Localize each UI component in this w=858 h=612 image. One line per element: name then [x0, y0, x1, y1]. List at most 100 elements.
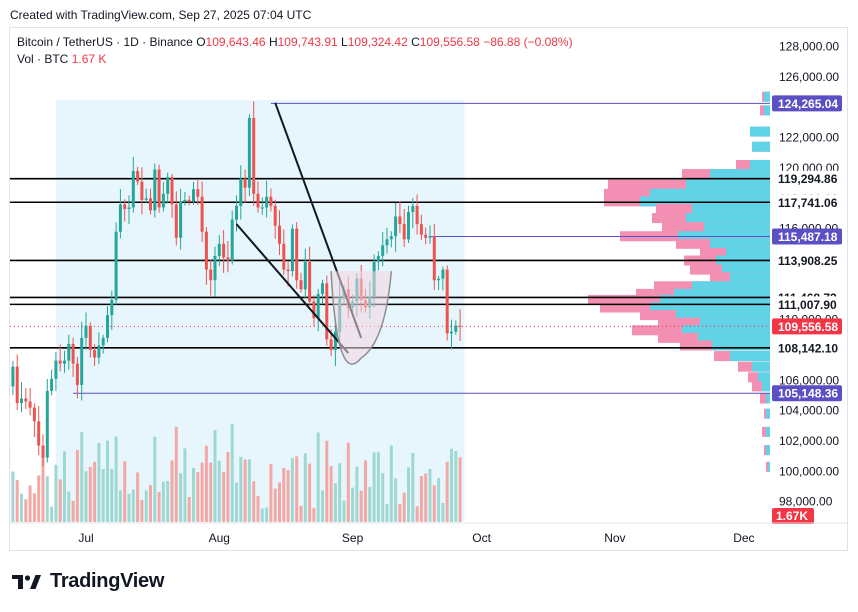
volume-bar — [260, 508, 264, 522]
trendline — [235, 223, 350, 354]
candle-body — [54, 360, 58, 379]
candle-body — [213, 255, 217, 281]
candle-body — [127, 207, 131, 209]
volume-bar — [424, 473, 428, 522]
last-price-tag-bg — [772, 318, 842, 335]
brand-footer[interactable]: TradingView — [12, 570, 164, 593]
y-tick-label: 126,000.00 — [779, 70, 839, 84]
candle-body — [41, 445, 45, 458]
volume-bar — [114, 436, 118, 522]
volume-bar — [170, 460, 174, 522]
candle-body — [174, 204, 178, 238]
candle-body — [32, 407, 36, 422]
volume-profile-bar-buy — [730, 272, 770, 283]
ray-price-tag-bg — [772, 95, 842, 112]
volume-bar — [265, 507, 269, 522]
volume-profile-bar-buy — [704, 222, 770, 233]
volume-legend: Vol · BTC 1.67 K — [17, 52, 106, 66]
candle-body — [114, 231, 118, 300]
level-price-tag-bg — [772, 339, 842, 356]
candle-body — [230, 219, 234, 261]
volume-bar — [398, 503, 402, 522]
drawings — [235, 102, 393, 365]
volume-bar — [269, 463, 273, 522]
y-tick-label: 104,000.00 — [779, 404, 839, 418]
volume-bar — [11, 471, 15, 522]
volume-bar — [394, 478, 398, 522]
volume-bar — [54, 464, 58, 522]
candle-body — [235, 205, 238, 220]
volume-bar — [24, 499, 28, 522]
volume-bar — [385, 503, 389, 522]
volume-profile-bar-buy — [722, 264, 770, 275]
candle-body — [204, 231, 208, 270]
candle-body — [75, 363, 79, 385]
candle-body — [71, 343, 75, 364]
volume-bar — [372, 452, 376, 522]
volume-bar — [3, 442, 6, 522]
candle-body — [144, 198, 148, 200]
volume-bar — [364, 460, 367, 522]
candle-body — [398, 216, 402, 225]
candle-body — [376, 255, 380, 263]
candle-body — [243, 178, 247, 188]
x-tick-label: Aug — [209, 531, 230, 545]
candle-body — [295, 228, 299, 281]
volume-profile-bar-buy — [764, 105, 770, 116]
volume-bar — [71, 500, 75, 522]
volume-bar — [290, 458, 294, 522]
candle-body — [10, 381, 11, 387]
low-value: 109,324.42 — [347, 35, 408, 49]
candle-body — [153, 169, 157, 211]
candle-body — [424, 234, 428, 238]
volume-bar — [45, 476, 49, 522]
volume-bar — [428, 468, 432, 522]
volume-bar — [458, 457, 462, 522]
volume-bar — [209, 462, 213, 522]
candle-body — [67, 343, 71, 361]
volume-bar — [278, 482, 281, 522]
volume-bar — [192, 467, 195, 522]
volume-profile-bar-buy — [660, 294, 770, 305]
candle-body — [15, 366, 19, 404]
volume-bar — [441, 503, 445, 522]
volume-bar — [41, 456, 45, 522]
volume-bar — [376, 452, 380, 522]
volume-profile-bar-buy — [766, 426, 770, 437]
volume-bar — [411, 452, 415, 522]
candle-body — [149, 198, 152, 211]
volume-profile-bar-buy — [752, 361, 770, 372]
volume-bar — [196, 472, 200, 522]
volume-profile-bar-buy — [758, 372, 770, 383]
volume-bar — [80, 431, 84, 522]
volume-bar — [93, 461, 97, 522]
candle-body — [437, 278, 441, 281]
ohlc-legend: Bitcoin / TetherUS · 1D · Binance O109,6… — [17, 35, 573, 49]
volume-profile-bar-buy — [692, 203, 770, 214]
volume-bar — [50, 506, 54, 522]
high-value: 109,743.91 — [277, 35, 338, 49]
chart-frame[interactable] — [9, 27, 848, 551]
volume-profile-bar-buy — [762, 381, 770, 392]
level-price-tag: 119,294.86 — [778, 172, 838, 186]
open-label: O — [196, 35, 206, 49]
candle-body — [93, 350, 97, 358]
candle-body — [407, 211, 410, 240]
volume-bar — [213, 429, 217, 522]
level-price-tag-bg — [772, 170, 842, 187]
volume-profile-bar-buy — [700, 317, 770, 328]
candle-body — [329, 339, 333, 350]
x-tick-label: Dec — [733, 531, 754, 545]
volume-tag-bg — [772, 508, 814, 524]
volume-bar — [174, 426, 178, 522]
candle-body — [200, 196, 204, 232]
volume-profile-bar-buy — [686, 179, 770, 190]
volume-bar — [312, 507, 316, 522]
candle-body — [11, 366, 15, 387]
candle-body — [0, 339, 2, 385]
volume-profile-bar-buy — [698, 332, 770, 343]
volume-profile-bar-buy — [710, 169, 770, 180]
volume-bar — [445, 461, 449, 522]
volume-profile-bar-buy — [710, 238, 770, 249]
